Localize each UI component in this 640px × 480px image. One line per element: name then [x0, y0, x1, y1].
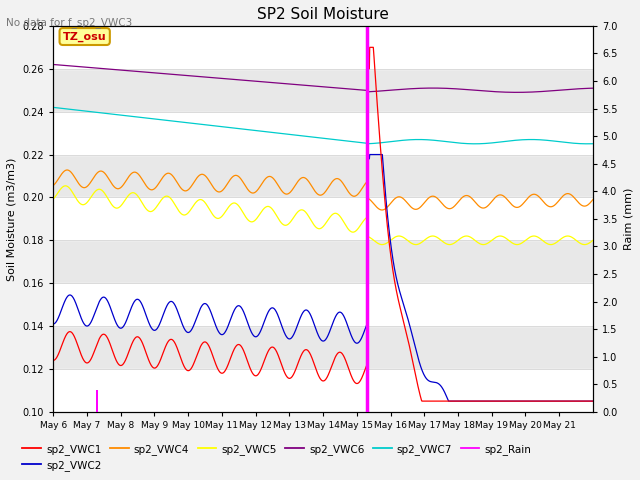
Bar — [53, 197, 593, 240]
Bar — [366, 42, 367, 412]
Bar — [53, 283, 593, 326]
Y-axis label: Raim (mm): Raim (mm) — [623, 188, 633, 250]
Bar — [53, 26, 593, 69]
Title: SP2 Soil Moisture: SP2 Soil Moisture — [257, 7, 389, 22]
Y-axis label: Soil Moisture (m3/m3): Soil Moisture (m3/m3) — [7, 157, 17, 280]
Text: No data for f_sp2_VWC3: No data for f_sp2_VWC3 — [6, 17, 132, 28]
Legend: sp2_VWC1, sp2_VWC2, sp2_VWC4, sp2_VWC5, sp2_VWC6, sp2_VWC7, sp2_Rain: sp2_VWC1, sp2_VWC2, sp2_VWC4, sp2_VWC5, … — [18, 439, 536, 475]
Bar — [53, 112, 593, 155]
Bar — [53, 369, 593, 412]
Bar — [97, 390, 98, 412]
Text: TZ_osu: TZ_osu — [63, 31, 106, 42]
